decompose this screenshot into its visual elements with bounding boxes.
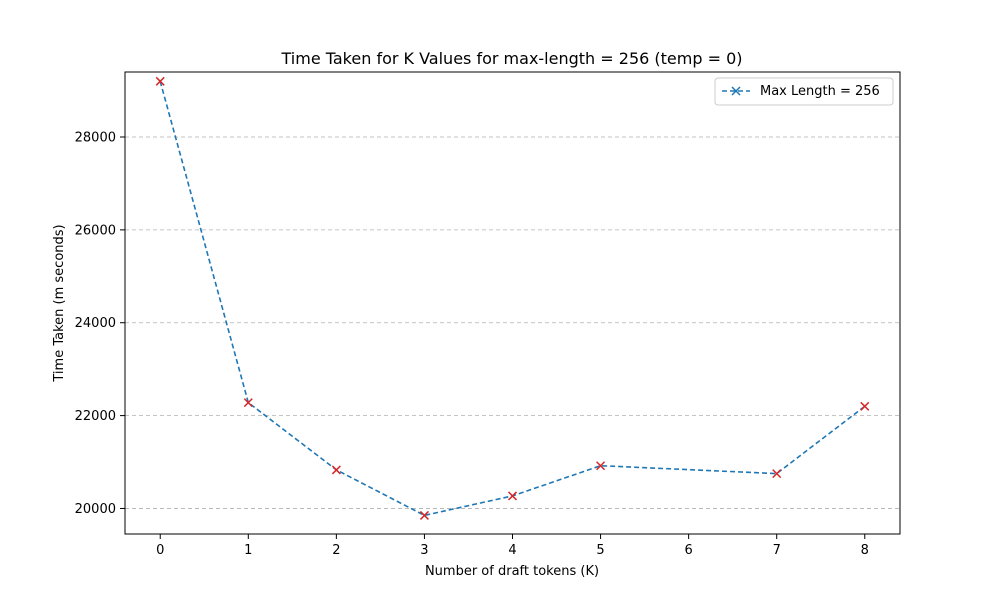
plot-frame [124, 71, 901, 535]
legend-entry-label: Max Length = 256 [760, 84, 880, 99]
x-tick-label: 2 [332, 543, 340, 558]
data-point-marker [507, 491, 518, 501]
x-tick-label: 0 [156, 543, 164, 558]
data-point-marker [860, 401, 870, 411]
x-axis: 0 1 2 3 4 5 6 7 8 [156, 534, 869, 558]
x-tick-label: 7 [773, 543, 781, 558]
y-axis: 20000 22000 24000 26000 28000 [75, 131, 125, 517]
y-tick-label: 20000 [75, 502, 116, 517]
grid [125, 136, 900, 509]
data-point-marker [243, 398, 253, 408]
data-point-marker [419, 510, 429, 520]
data-point-marker [596, 461, 606, 471]
y-tick-label: 22000 [75, 409, 116, 424]
y-tick-label: 28000 [75, 131, 116, 146]
series-line [159, 81, 866, 517]
x-axis-label: Number of draft tokens (K) [425, 564, 599, 579]
series-layer [155, 76, 870, 520]
legend-marker [731, 86, 741, 96]
y-axis-label: Time Taken (m seconds) [52, 224, 67, 382]
x-tick-label: 5 [596, 543, 604, 558]
chart-title: Time Taken for K Values for max-length =… [281, 49, 743, 68]
y-tick-label: 26000 [75, 223, 116, 238]
data-point-marker [331, 465, 341, 475]
x-tick-label: 8 [861, 543, 869, 558]
legend-box [714, 77, 894, 106]
x-tick-label: 1 [244, 543, 252, 558]
data-point-marker [772, 469, 782, 479]
x-tick-label: 6 [684, 543, 692, 558]
x-tick-label: 4 [508, 543, 516, 558]
x-tick-label: 3 [420, 543, 428, 558]
data-point-marker [155, 76, 165, 86]
legend: Max Length = 256 [714, 77, 894, 106]
y-tick-label: 24000 [75, 316, 116, 331]
